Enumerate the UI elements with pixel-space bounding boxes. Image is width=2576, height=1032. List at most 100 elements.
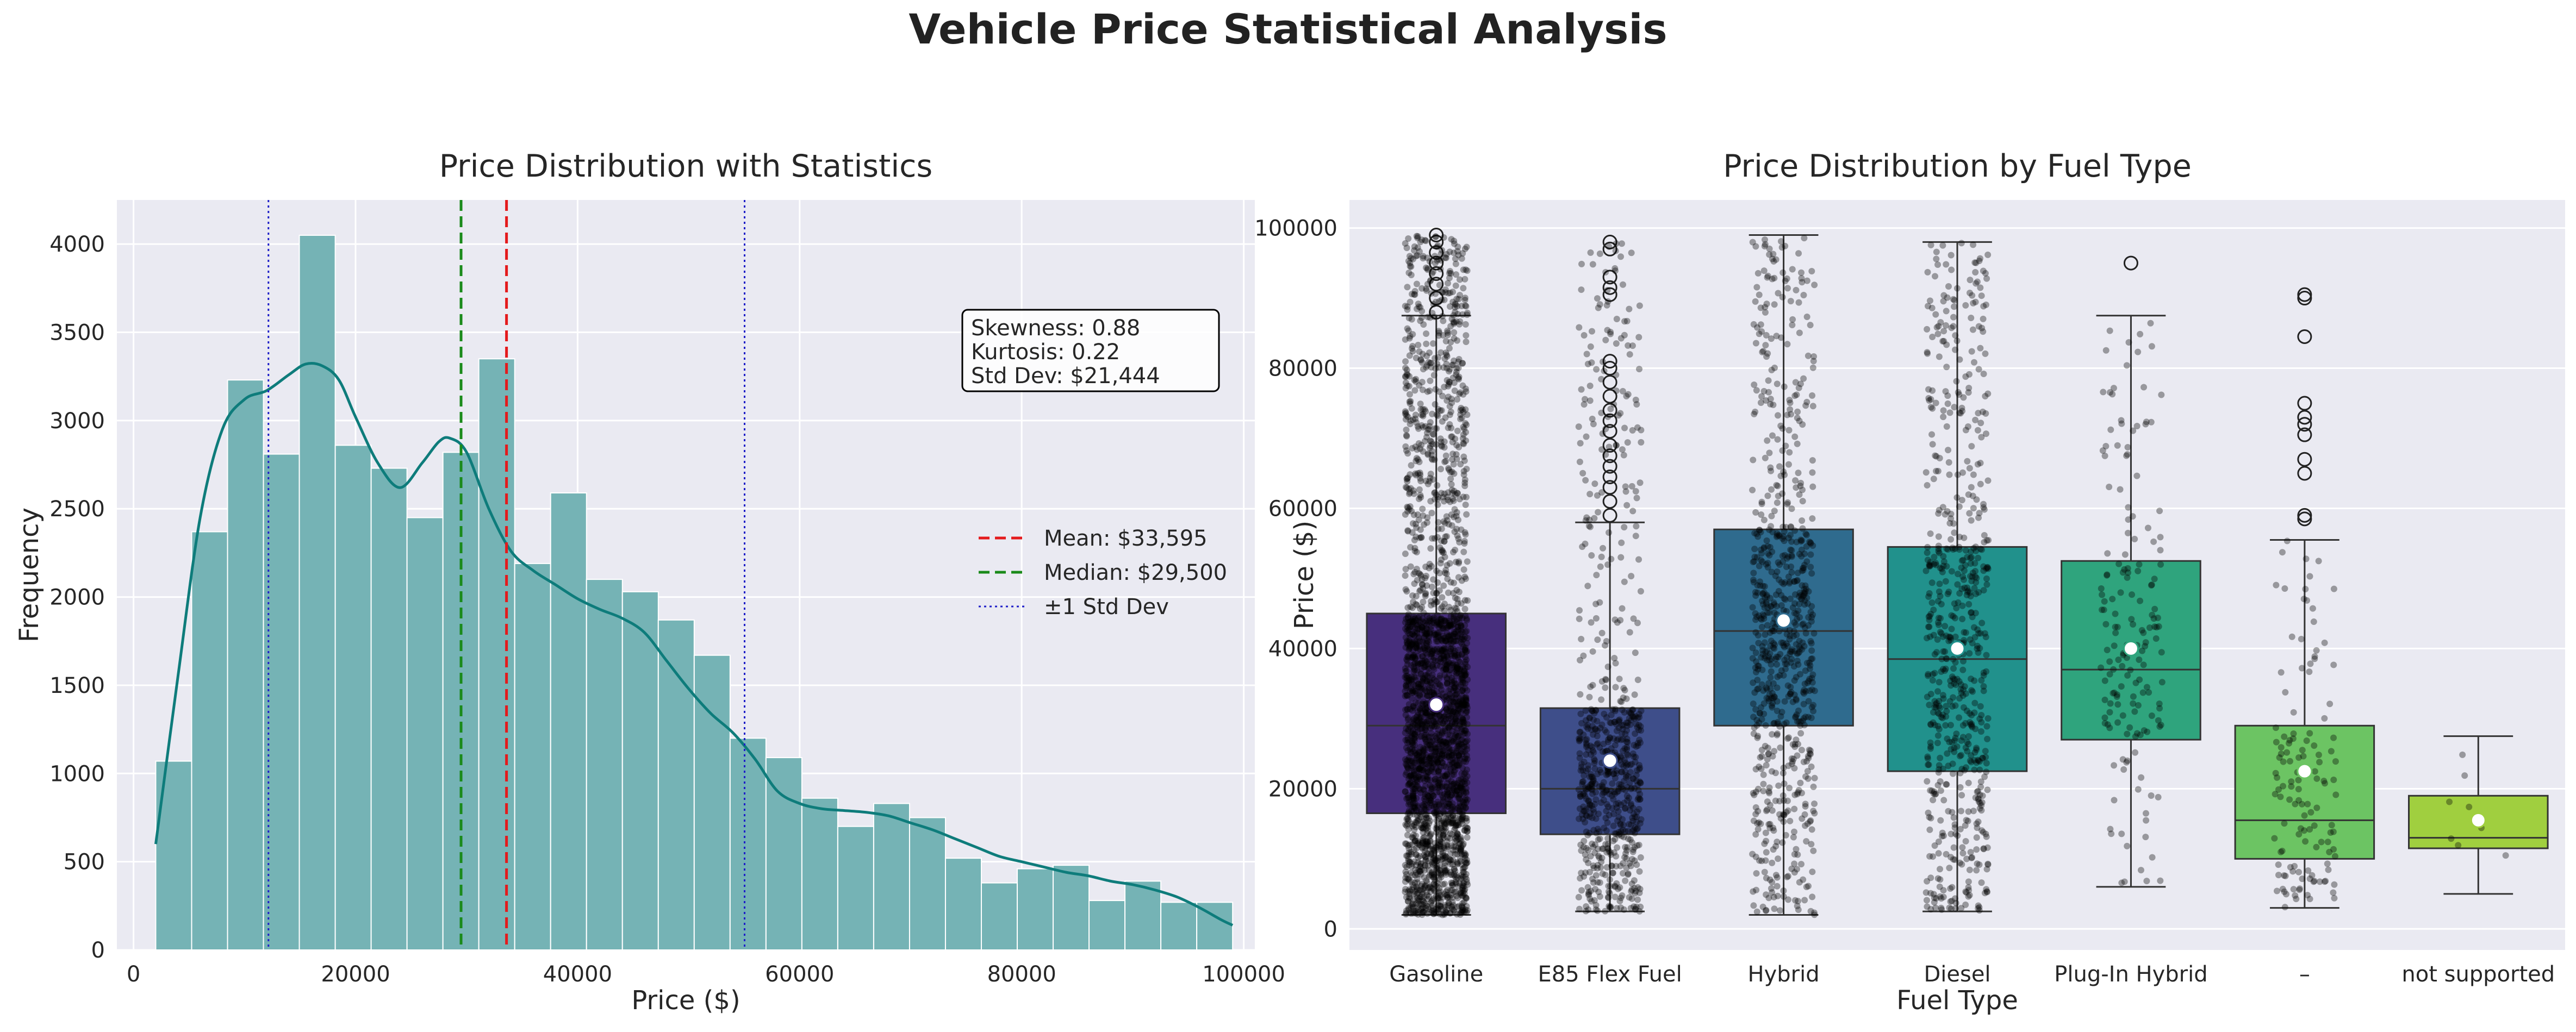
jitter-point — [1435, 766, 1442, 773]
jitter-point — [1794, 440, 1801, 447]
jitter-point — [1409, 730, 1416, 737]
jitter-point — [1757, 710, 1764, 717]
jitter-point — [1753, 387, 1760, 394]
jitter-point — [1439, 759, 1446, 766]
jitter-point — [1459, 698, 1466, 705]
jitter-point — [1441, 910, 1448, 917]
jitter-point — [1949, 703, 1956, 710]
jitter-point — [1436, 731, 1443, 739]
jitter-point — [1754, 662, 1762, 670]
x-tick-label: 100000 — [1202, 962, 1285, 987]
jitter-point — [1427, 842, 1434, 849]
jitter-point — [1430, 431, 1437, 438]
jitter-point — [1424, 742, 1431, 749]
jitter-point — [1429, 722, 1436, 729]
jitter-point — [1628, 573, 1635, 580]
jitter-point — [1404, 875, 1411, 882]
jitter-point — [1418, 709, 1425, 716]
jitter-point — [1425, 359, 1432, 366]
jitter-point — [2132, 749, 2139, 756]
jitter-point — [1461, 295, 1469, 302]
jitter-point — [1779, 425, 1786, 432]
jitter-point — [1418, 700, 1426, 707]
jitter-point — [1435, 633, 1442, 640]
jitter-point — [1412, 752, 1419, 759]
jitter-point — [1423, 352, 1430, 359]
jitter-point — [1416, 714, 1423, 721]
jitter-point — [2157, 561, 2164, 568]
histogram-ticks: 0 20000 40000 60000 80000 1000000500100015002… — [49, 232, 1285, 987]
jitter-point — [1757, 556, 1764, 564]
jitter-point — [1404, 450, 1411, 457]
histogram-bar — [837, 825, 874, 951]
jitter-point — [1784, 873, 1791, 880]
jitter-point — [1447, 613, 1454, 620]
jitter-point — [1793, 286, 1800, 293]
jitter-point — [1611, 774, 1619, 781]
jitter-point — [1450, 497, 1457, 504]
jitter-point — [1421, 685, 1428, 692]
jitter-point — [1456, 799, 1463, 806]
jitter-point — [1807, 551, 1814, 558]
jitter-point — [1617, 335, 1625, 342]
jitter-point — [1761, 236, 1768, 243]
jitter-point — [1463, 903, 1470, 910]
jitter-point — [1444, 796, 1451, 803]
jitter-point — [1437, 898, 1444, 905]
jitter-point — [2106, 658, 2113, 665]
jitter-point — [1750, 888, 1757, 895]
jitter-point — [1952, 830, 1959, 837]
jitter-point — [1579, 543, 1586, 551]
jitter-point — [1438, 824, 1445, 831]
jitter-point — [1407, 688, 1414, 695]
jitter-point — [1414, 837, 1421, 845]
jitter-point — [1406, 773, 1413, 780]
jitter-point — [1441, 904, 1448, 911]
outlier — [1429, 266, 1444, 281]
jitter-point — [1460, 440, 1467, 447]
jitter-point — [1789, 316, 1796, 323]
jitter-point — [1424, 827, 1432, 834]
jitter-point — [1779, 811, 1787, 818]
jitter-point — [1954, 471, 1961, 478]
jitter-point — [1458, 861, 1465, 868]
jitter-point — [1463, 493, 1470, 501]
jitter-point — [1462, 852, 1469, 859]
jitter-point — [1463, 789, 1470, 796]
jitter-point — [1410, 703, 1417, 710]
jitter-point — [1805, 775, 1812, 782]
jitter-point — [1978, 799, 1986, 806]
jitter-point — [1943, 364, 1950, 371]
jitter-point — [1428, 852, 1435, 859]
jitter-point — [1431, 723, 1438, 730]
jitter-point — [1442, 337, 1449, 345]
jitter-point — [1462, 501, 1469, 508]
jitter-point — [1779, 839, 1786, 846]
jitter-point — [1460, 453, 1467, 460]
jitter-point — [1463, 758, 1470, 765]
jitter-point — [1413, 524, 1420, 531]
jitter-point — [1416, 626, 1423, 633]
jitter-point — [1587, 249, 1594, 256]
jitter-point — [1983, 575, 1990, 582]
jitter-point — [1435, 332, 1442, 339]
jitter-point — [1622, 759, 1629, 766]
jitter-point — [1637, 479, 1644, 486]
jitter-point — [1463, 766, 1470, 773]
jitter-point — [1457, 849, 1464, 856]
jitter-point — [2098, 664, 2105, 671]
jitter-point — [1787, 523, 1794, 530]
jitter-point — [1457, 855, 1464, 862]
jitter-point — [1464, 309, 1471, 316]
jitter-point — [1425, 792, 1432, 799]
jitter-point — [1454, 762, 1461, 769]
jitter-point — [1591, 897, 1598, 904]
jitter-point — [1414, 659, 1421, 666]
jitter-point — [2109, 596, 2116, 603]
jitter-point — [1439, 547, 1446, 554]
jitter-point — [1975, 366, 1982, 373]
jitter-point — [1429, 647, 1436, 654]
jitter-point — [1973, 867, 1980, 874]
jitter-point — [1435, 329, 1442, 336]
jitter-point — [1594, 636, 1601, 643]
